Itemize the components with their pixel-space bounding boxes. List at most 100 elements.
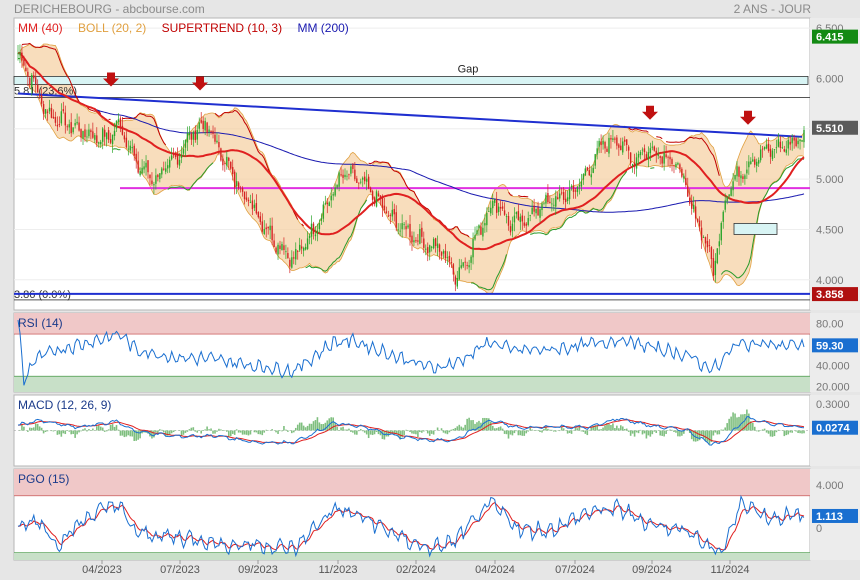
macd-histogram-bar — [736, 417, 738, 431]
candle-body — [720, 222, 722, 241]
macd-histogram-bar — [442, 430, 445, 433]
macd-histogram-bar — [296, 424, 299, 431]
candle-body — [407, 225, 409, 228]
candle-body — [576, 186, 579, 193]
macd-histogram-bar — [694, 430, 697, 442]
candle-body — [96, 135, 98, 144]
macd-histogram-bar — [27, 430, 29, 432]
candle-body — [700, 227, 703, 241]
macd-histogram-bar — [397, 430, 399, 436]
candle-body — [143, 166, 145, 170]
candle-body — [373, 197, 376, 205]
candle-body — [543, 202, 545, 204]
candle-body — [618, 144, 620, 148]
macd-histogram-bar — [208, 429, 210, 431]
candle-body — [604, 142, 606, 149]
macd-histogram-bar — [600, 429, 602, 431]
candle-body — [210, 130, 212, 133]
rsi-overbought-zone — [14, 313, 810, 335]
macd-histogram-bar — [318, 422, 321, 431]
candle-body — [82, 130, 84, 139]
macd-histogram-bar — [627, 430, 630, 432]
candle-body — [535, 208, 537, 214]
macd-histogram-bar — [249, 430, 252, 435]
candle-body — [261, 221, 263, 232]
candle-body — [436, 243, 439, 248]
candle-body — [785, 149, 787, 153]
legend-supertrend: SUPERTREND (10, 3) — [161, 21, 283, 35]
candle-body — [626, 139, 628, 146]
candle-body — [708, 245, 711, 246]
macd-histogram-bar — [499, 426, 502, 431]
candle-body — [153, 184, 155, 186]
candle-body — [38, 94, 41, 96]
x-axis-label: 09/2023 — [238, 564, 278, 576]
candle-body — [42, 104, 45, 114]
macd-histogram-bar — [95, 426, 98, 431]
candle-body — [752, 159, 754, 162]
macd-histogram-bar — [312, 421, 315, 431]
macd-histogram-bar — [291, 430, 293, 434]
candle-body — [476, 230, 478, 235]
macd-histogram-bar — [428, 430, 431, 436]
candle-body — [68, 124, 70, 128]
candle-body — [509, 226, 512, 233]
macd-histogram-bar — [621, 426, 624, 431]
candle-body — [734, 174, 736, 180]
candle-body — [21, 52, 23, 61]
candle-body — [178, 159, 181, 166]
candle-body — [145, 162, 147, 168]
candle-body — [180, 154, 183, 158]
down-arrow-icon — [740, 110, 756, 125]
candle-body — [348, 174, 350, 176]
supertrend-line — [368, 160, 470, 238]
candle-body — [346, 175, 348, 177]
candle-body — [448, 255, 451, 262]
candle-body — [464, 261, 466, 263]
macd-histogram-bar — [129, 430, 132, 437]
macd-histogram-bar — [783, 430, 786, 437]
candle-body — [702, 237, 705, 238]
candle-body — [549, 201, 551, 204]
pgo-upper-zone — [14, 469, 810, 496]
macd-histogram-bar — [352, 430, 354, 433]
macd-histogram-bar — [753, 426, 756, 431]
candle-body — [600, 141, 602, 146]
macd-title: MACD (12, 26, 9) — [18, 398, 112, 412]
macd-histogram-bar — [578, 427, 581, 431]
macd-histogram-bar — [131, 430, 134, 437]
candle-body — [379, 195, 382, 199]
macd-histogram-bar — [746, 409, 748, 431]
candle-body — [200, 120, 202, 123]
candle-body — [190, 133, 193, 140]
candle-body — [273, 240, 275, 248]
macd-histogram-bar — [363, 430, 366, 433]
macd-histogram-bar — [155, 430, 157, 433]
candle-body — [624, 139, 626, 142]
macd-histogram-bar — [287, 430, 289, 432]
candle-body — [730, 188, 732, 196]
macd-histogram-bar — [393, 430, 396, 435]
macd-histogram-bar — [29, 427, 31, 431]
candle-body — [259, 216, 262, 222]
candle-body — [62, 109, 65, 112]
candle-body — [568, 189, 571, 200]
candle-body — [622, 141, 624, 153]
macd-histogram-bar — [669, 429, 671, 431]
macd-histogram-bar — [468, 417, 470, 431]
macd-histogram-bar — [170, 430, 173, 434]
macd-histogram-bar — [537, 430, 539, 432]
macd-histogram-bar — [484, 417, 486, 431]
candle-body — [336, 184, 338, 188]
macd-histogram-bar — [371, 430, 374, 436]
candle-body — [247, 199, 250, 202]
candle-body — [300, 246, 303, 249]
macd-histogram-bar — [253, 430, 256, 433]
macd-histogram-bar — [704, 430, 707, 441]
candle-body — [409, 223, 411, 238]
macd-histogram-bar — [182, 430, 185, 435]
macd-histogram-bar — [21, 424, 23, 431]
candle-body — [458, 267, 460, 280]
macd-histogram-bar — [381, 430, 384, 440]
macd-histogram-bar — [454, 427, 457, 431]
